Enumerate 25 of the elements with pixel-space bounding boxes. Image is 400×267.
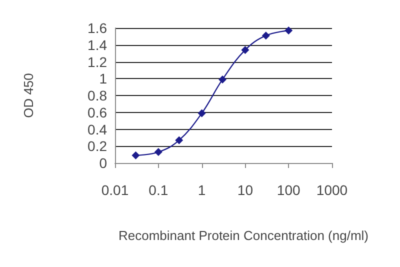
- x-tick-label: 0.1: [148, 182, 168, 198]
- y-tick-label: 0.8: [88, 88, 108, 104]
- y-tick-label: 1.6: [88, 20, 108, 36]
- point: [262, 32, 270, 40]
- point: [218, 75, 227, 84]
- y-tick-label: 1.2: [88, 54, 108, 70]
- y-tick-label: 1.4: [88, 36, 108, 53]
- point: [132, 151, 140, 160]
- y-tick-label: 0.4: [88, 121, 108, 138]
- y-tick-label: 1: [99, 70, 108, 87]
- point: [198, 109, 206, 118]
- y-axis-title: OD 450: [21, 73, 36, 118]
- point: [154, 148, 162, 156]
- x-tick-label: 1: [198, 182, 206, 198]
- y-tick-label: 0.2: [88, 138, 108, 154]
- x-tick-label: 1000: [316, 182, 348, 198]
- y-tick-label: 0.6: [88, 104, 108, 120]
- point: [241, 46, 250, 54]
- y-tick-label: 0: [99, 155, 108, 171]
- x-tick-label: 100: [276, 182, 300, 198]
- point: [175, 136, 184, 144]
- x-tick-label: 0.01: [101, 182, 129, 198]
- point: [284, 26, 293, 35]
- x-tick-label: 10: [237, 182, 254, 198]
- x-axis-title: Recombinant Protein Concentration (ng/ml): [118, 228, 369, 243]
